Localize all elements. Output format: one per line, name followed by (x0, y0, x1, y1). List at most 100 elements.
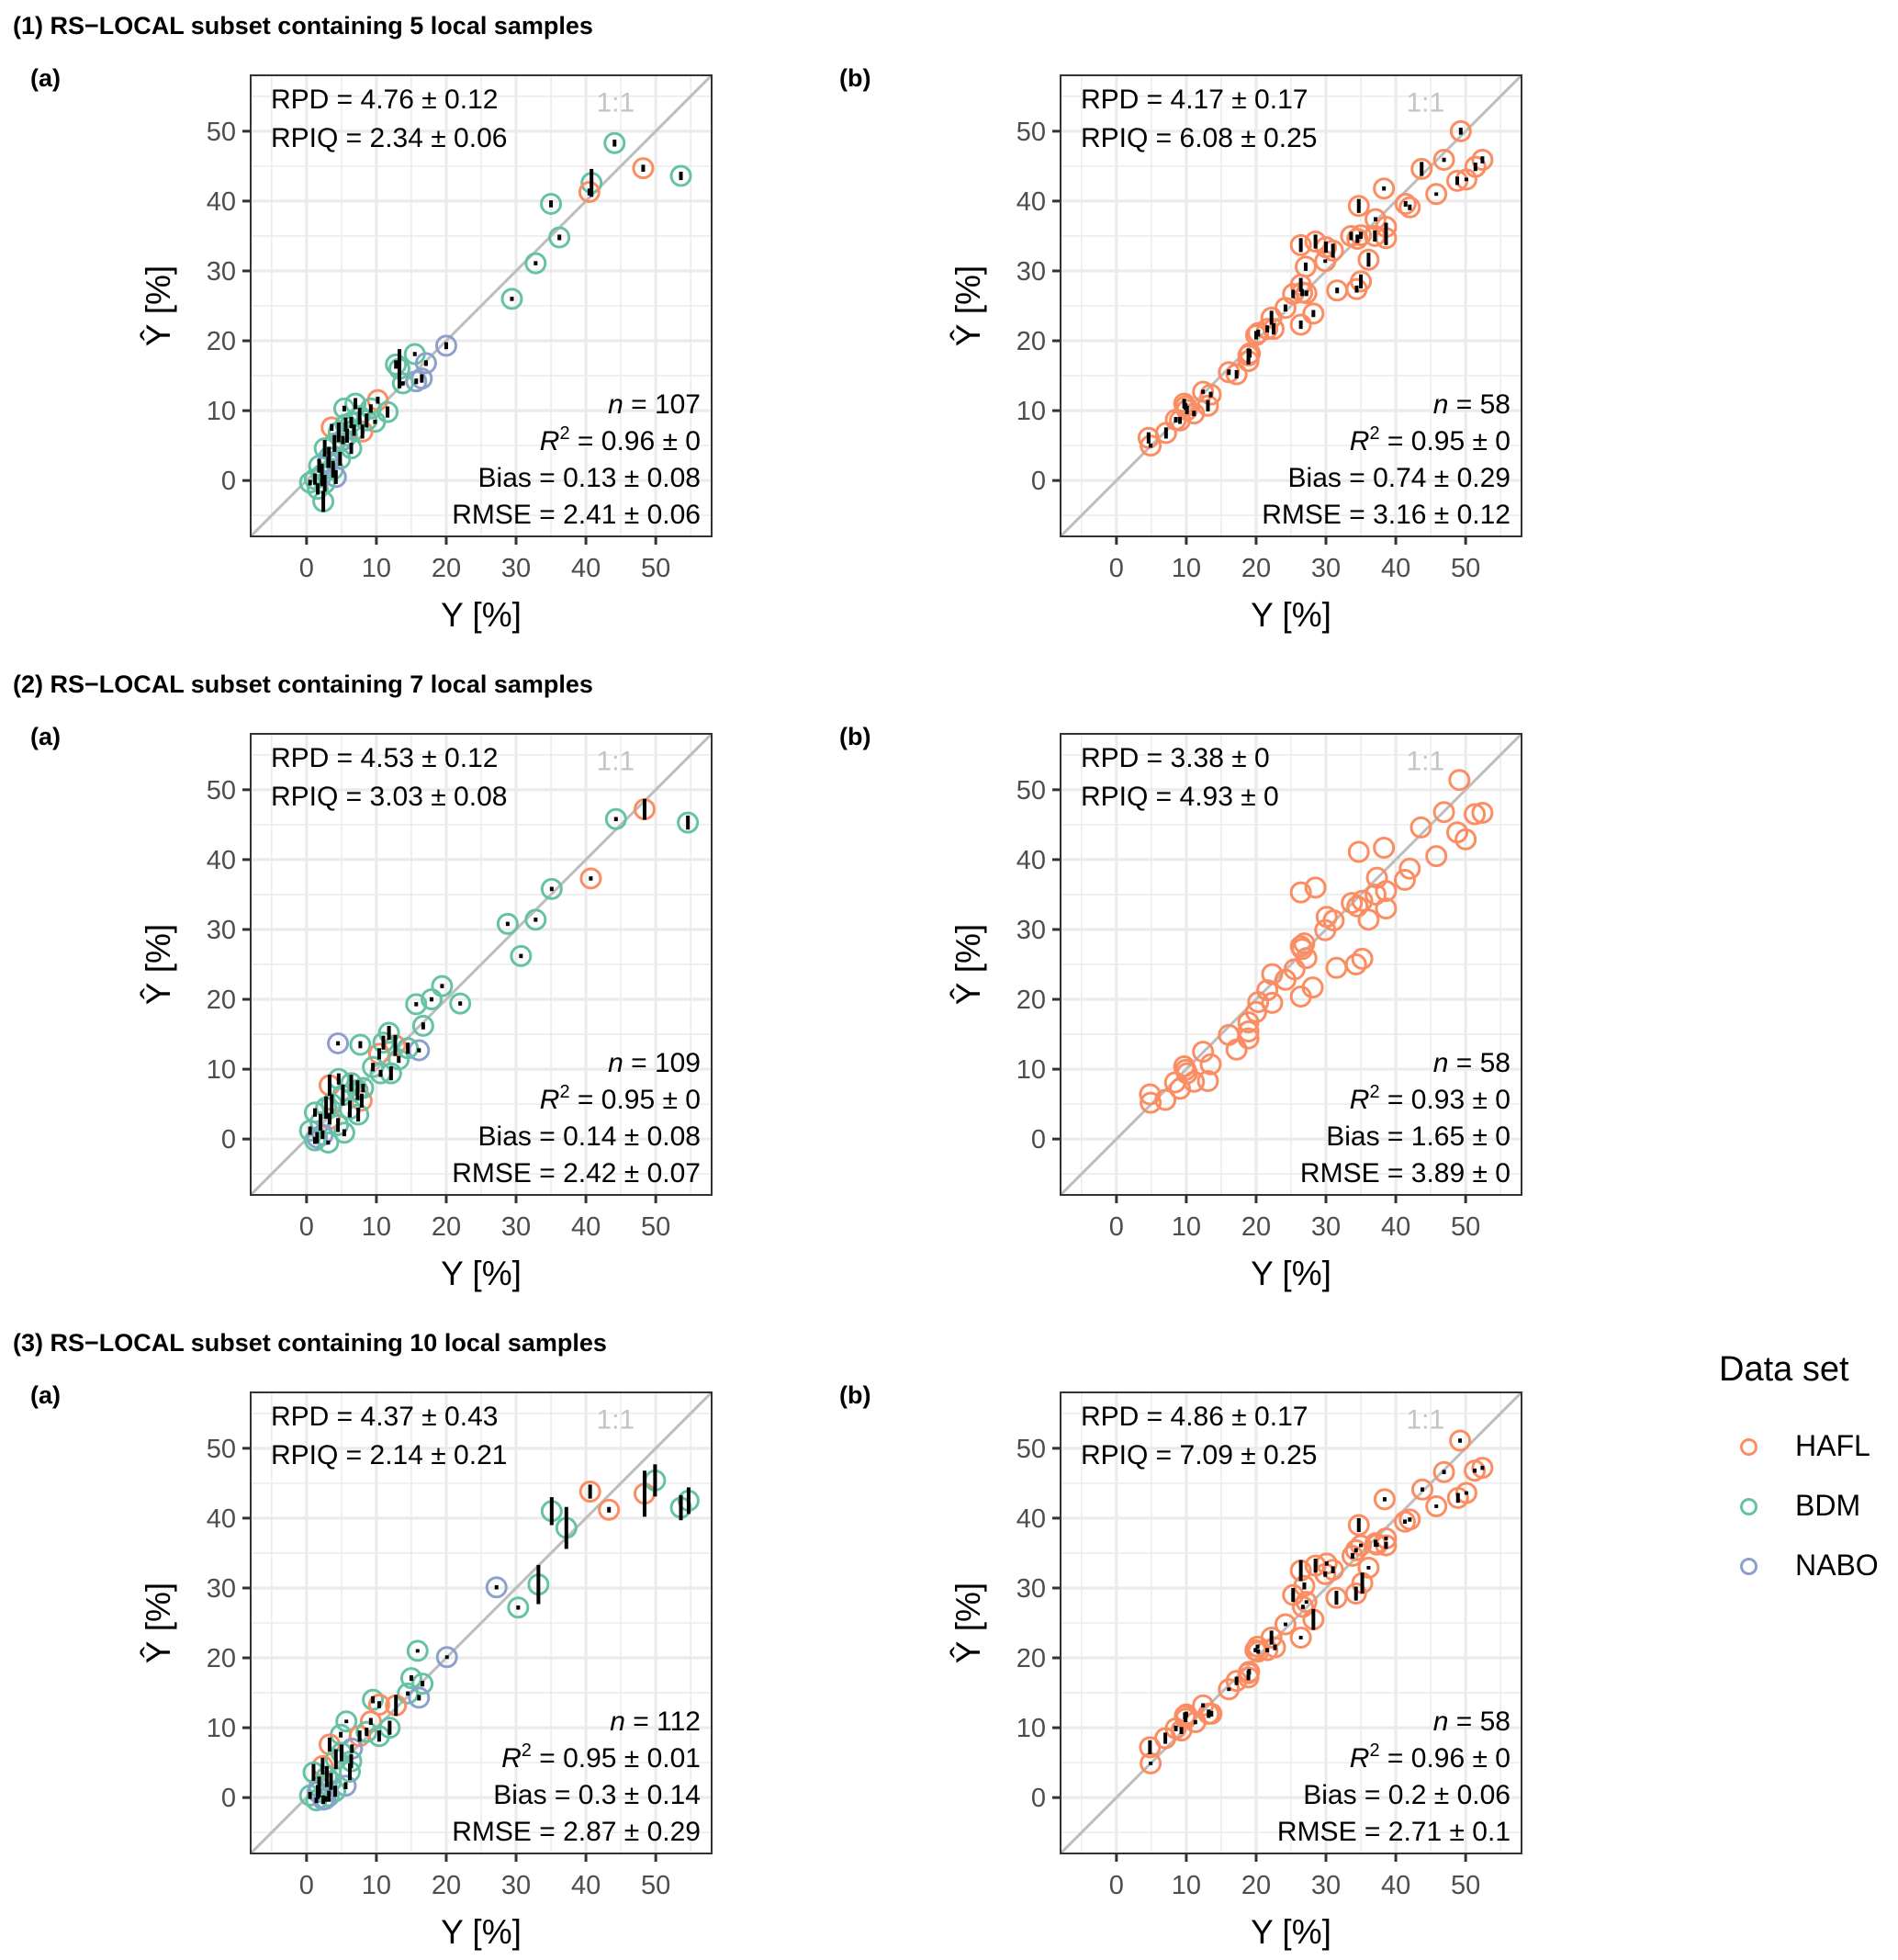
panel-label-1a: (a) (30, 64, 61, 92)
data-point (1139, 1083, 1162, 1106)
y-tick-label: 40 (207, 846, 236, 875)
data-point (449, 992, 472, 1015)
y-tick-label: 10 (1016, 397, 1046, 426)
y-tick-label: 40 (207, 187, 236, 217)
data-point (1410, 1478, 1433, 1501)
y-tick-label: 30 (207, 257, 236, 287)
one-to-one-label: 1:1 (1407, 747, 1445, 777)
stat-r2-value: = 0.95 ± 0 (1380, 426, 1511, 456)
data-point (303, 1129, 326, 1152)
stat-rmse: RMSE = 2.71 ± 0.1 (1277, 1817, 1511, 1847)
x-tick-label: 10 (1172, 1212, 1201, 1242)
data-point (1357, 1556, 1380, 1579)
data-point (1357, 248, 1380, 271)
one-to-one-line (1061, 1392, 1522, 1853)
scatter-panel-1a: 1:1 0 10 20 30 40 50 0 10 20 30 40 50 Y [%] Ŷ [%] RPD =… (140, 74, 713, 634)
y-tick-label: 50 (1016, 776, 1046, 805)
y-tick-label: 0 (221, 1784, 236, 1813)
data-point (1357, 908, 1380, 931)
scatter-panel-3b: 1:1 0 10 20 30 40 50 0 10 20 30 40 50 Y [%] Ŷ [%] RPD =… (949, 1391, 1522, 1951)
stat-r2: R2 = 0.95 ± 0.01 (501, 1740, 701, 1774)
data-point (1464, 803, 1487, 826)
data-point (1344, 953, 1367, 975)
data-point (524, 252, 547, 275)
stat-rpiq: RPIQ = 2.34 ± 0.06 (271, 123, 507, 153)
grid (251, 734, 712, 1195)
data-point (332, 1121, 355, 1144)
x-tick-label: 40 (571, 1212, 601, 1242)
data-point (1283, 958, 1306, 981)
data-point (578, 1481, 601, 1504)
x-tick-label: 10 (362, 554, 391, 583)
data-point (1256, 979, 1279, 1002)
data-point (1225, 363, 1248, 386)
data-point (1301, 976, 1324, 999)
data-point (1289, 313, 1312, 336)
one-to-one-label: 1:1 (1407, 1405, 1445, 1436)
data-point (1274, 1613, 1297, 1636)
stat-n: n = 58 (1433, 1707, 1511, 1737)
y-tick-label: 50 (207, 776, 236, 805)
data-point (604, 807, 627, 830)
data-point (1347, 1514, 1370, 1537)
data-point (1425, 1494, 1448, 1517)
x-tick-label: 10 (362, 1871, 391, 1900)
panel-label-3b: (b) (839, 1381, 871, 1409)
scatter-panel-2b: 1:1 0 10 20 30 40 50 0 10 20 30 40 50 Y [%] Ŷ [%] RPD =… (949, 733, 1522, 1292)
data-point (1432, 801, 1455, 824)
y-tick-label: 50 (207, 118, 236, 147)
stat-bias: Bias = 0.2 ± 0.06 (1303, 1780, 1511, 1810)
x-tick-label: 40 (1381, 1212, 1410, 1242)
y-tick-label: 40 (1016, 1504, 1046, 1534)
data-point (1289, 1626, 1312, 1649)
data-point (327, 1031, 350, 1054)
stat-r2-symbol: R (1350, 1085, 1370, 1115)
stat-n-symbol: n (608, 389, 623, 420)
legend-title: Data set (1719, 1350, 1849, 1389)
data-point (1238, 1661, 1261, 1684)
stat-n-symbol: n (1433, 1048, 1449, 1078)
data-point (485, 1576, 508, 1599)
legend-label-hafl: HAFL (1795, 1429, 1870, 1462)
stat-r2-symbol: R (540, 1085, 560, 1115)
x-tick-label: 20 (432, 1871, 461, 1900)
points (1137, 119, 1494, 457)
points (298, 131, 692, 513)
data-point (1196, 1070, 1219, 1093)
stat-rmse: RMSE = 3.16 ± 0.12 (1262, 500, 1511, 530)
stat-rmse: RMSE = 2.42 ± 0.07 (452, 1158, 701, 1188)
data-point (1471, 149, 1494, 172)
data-point (1365, 883, 1387, 906)
stat-rmse: RMSE = 3.89 ± 0 (1300, 1158, 1511, 1188)
panel-border (1060, 733, 1522, 1196)
y-axis-title: Ŷ [%] (140, 265, 177, 346)
stat-r2-value: = 0.93 ± 0 (1380, 1085, 1511, 1115)
data-point (524, 908, 547, 931)
x-tick-label: 0 (299, 1212, 314, 1242)
y-tick-label: 10 (207, 397, 236, 426)
x-tick-label: 10 (1172, 1871, 1201, 1900)
x-tick-label: 30 (501, 1871, 531, 1900)
y-axis-title: Ŷ [%] (949, 924, 987, 1005)
y-tick-label: 20 (1016, 986, 1046, 1015)
data-point (349, 1033, 372, 1056)
x-tick-label: 40 (571, 1871, 601, 1900)
data-point (362, 1688, 385, 1711)
stat-r2: R2 = 0.95 ± 0 (1350, 423, 1511, 456)
y-tick-label: 50 (1016, 118, 1046, 147)
data-point (408, 1686, 431, 1709)
data-point (1225, 1038, 1248, 1061)
data-point (405, 993, 428, 1016)
data-point (1256, 318, 1279, 341)
stat-r2: R2 = 0.93 ± 0 (1350, 1082, 1511, 1115)
stat-rpd: RPD = 4.86 ± 0.17 (1081, 1402, 1308, 1432)
data-point (1432, 1460, 1455, 1483)
stat-rpd: RPD = 4.76 ± 0.12 (271, 84, 498, 115)
data-point (1261, 963, 1284, 986)
data-point (603, 131, 626, 154)
data-point (540, 192, 563, 215)
data-point (1237, 1027, 1260, 1050)
data-point (1293, 1574, 1316, 1597)
stat-rpd: RPD = 4.53 ± 0.12 (271, 743, 498, 773)
legend-label-bdm: BDM (1795, 1489, 1861, 1522)
